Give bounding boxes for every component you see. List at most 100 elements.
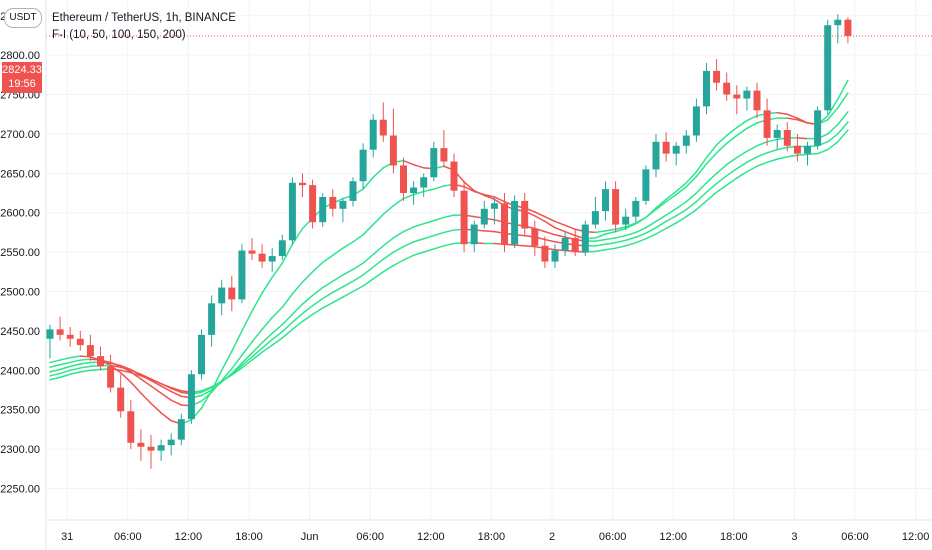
- ma-segment: [372, 271, 385, 280]
- candle: [430, 141, 438, 182]
- candle-body: [359, 149, 367, 182]
- candle: [400, 157, 407, 201]
- candle-body: [632, 200, 640, 217]
- symbol-title[interactable]: Ethereum / TetherUS, 1h, BINANCE: [52, 12, 236, 24]
- ma-segment: [372, 258, 385, 268]
- ma-segment: [715, 134, 728, 146]
- ma-segment: [362, 278, 374, 287]
- candle-body: [612, 189, 620, 225]
- ma-segment: [725, 126, 738, 137]
- ma-segment: [382, 237, 395, 247]
- ma-segment: [645, 220, 657, 229]
- candle: [713, 59, 721, 91]
- ma-segment: [614, 245, 627, 249]
- candle: [511, 195, 519, 249]
- ma-segment: [554, 226, 566, 233]
- ma-segment: [513, 244, 526, 247]
- x-tick-label: 18:00: [235, 531, 263, 543]
- ma-segment: [665, 208, 677, 216]
- x-tick-label: 3: [791, 531, 797, 543]
- ma-segment: [352, 274, 364, 283]
- ma-segment: [826, 123, 839, 135]
- ma-segment: [837, 92, 849, 109]
- candle-body: [723, 82, 731, 95]
- ma-segment: [291, 227, 304, 245]
- candle-body: [844, 19, 852, 36]
- ma-segment: [756, 141, 768, 147]
- indicator-label[interactable]: F-I (10, 50, 100, 150, 200): [52, 29, 186, 41]
- ma-segment: [756, 161, 768, 167]
- ma-segment: [483, 194, 496, 201]
- ma-segment: [655, 200, 667, 211]
- ma-segment: [665, 190, 677, 201]
- candle: [349, 177, 357, 207]
- ma-segment: [362, 223, 374, 236]
- ma-segment: [715, 174, 728, 185]
- ma-segment: [261, 276, 273, 294]
- candle-body: [713, 70, 721, 83]
- ma-segment: [564, 224, 576, 231]
- ma-segment: [200, 389, 213, 397]
- ma-segment: [372, 213, 385, 226]
- candle: [278, 234, 286, 260]
- price-axis: 2850.002800.002750.002700.002650.002600.…: [0, 0, 47, 550]
- candle: [238, 244, 246, 304]
- candle: [127, 400, 135, 450]
- candle: [490, 196, 498, 225]
- candle-body: [551, 250, 559, 262]
- ma-segment: [150, 402, 162, 414]
- ma-segment: [816, 148, 829, 155]
- ma-segment: [301, 313, 314, 323]
- ma-segment: [160, 385, 172, 393]
- candle-body: [208, 303, 216, 335]
- candle-body: [602, 189, 609, 212]
- ma-segment: [210, 369, 223, 392]
- ma-segment: [220, 367, 233, 382]
- ma-segment: [463, 185, 475, 193]
- candle-body: [652, 141, 660, 170]
- ma-segment: [402, 159, 415, 166]
- ma-segment: [725, 134, 738, 145]
- ma-segment: [604, 237, 617, 241]
- ma-segment: [200, 391, 213, 402]
- ma-segment: [826, 107, 839, 121]
- ma-segment: [241, 310, 253, 332]
- candle-body: [783, 130, 791, 146]
- ma-segment: [746, 165, 758, 173]
- ma-segment: [231, 364, 243, 375]
- ma-segment: [725, 156, 738, 166]
- candle: [814, 106, 822, 150]
- ma-segment: [332, 286, 344, 294]
- last-price-value: 2824.33: [2, 64, 42, 76]
- ma-segment: [281, 243, 294, 264]
- y-tick-label: 2350.00: [0, 405, 40, 417]
- ma-segment: [614, 226, 627, 231]
- ma-segment: [635, 226, 647, 234]
- ma-segment: [624, 236, 637, 242]
- ma-line-200: [49, 129, 849, 394]
- ma-segment: [635, 232, 647, 238]
- ma-segment: [736, 127, 748, 137]
- candle-body: [834, 19, 842, 26]
- ma-segment: [392, 197, 405, 207]
- candle-body: [56, 329, 64, 335]
- candle-body: [86, 345, 94, 357]
- ma-segment: [271, 337, 284, 346]
- currency-selector[interactable]: USDT: [4, 8, 42, 28]
- ma-segment: [69, 371, 82, 375]
- ma-segment: [332, 247, 344, 257]
- candle: [66, 326, 74, 347]
- candle: [844, 17, 852, 44]
- candle: [157, 439, 165, 461]
- ma-segment: [140, 375, 152, 381]
- ma-segment: [776, 156, 789, 160]
- candle: [410, 181, 418, 205]
- candle-body: [763, 110, 771, 138]
- ma-segment: [624, 241, 637, 247]
- ma-segment: [119, 364, 132, 371]
- candle: [824, 19, 832, 115]
- ma-segment: [422, 234, 435, 240]
- ma-segment: [463, 181, 475, 192]
- ma-segment: [594, 230, 607, 234]
